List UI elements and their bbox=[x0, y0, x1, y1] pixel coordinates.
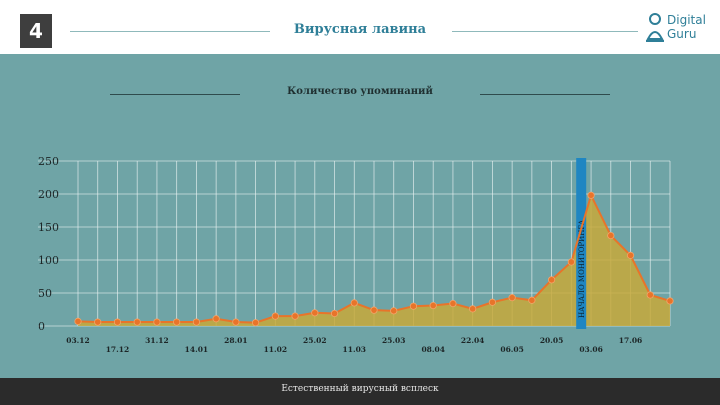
x-tick-label: 14.01 bbox=[185, 345, 209, 354]
data-point bbox=[153, 318, 161, 326]
monitoring-start-label: НАЧАЛО МОНИТОРИНГА bbox=[578, 219, 586, 318]
data-point bbox=[311, 309, 319, 317]
slide-header: 4 Вирусная лавина Digital Guru bbox=[0, 0, 720, 54]
x-tick-label: 17.06 bbox=[619, 336, 643, 345]
y-tick-label: 250 bbox=[38, 155, 59, 168]
slide-number: 4 bbox=[20, 14, 52, 48]
slide-footer: Естественный вирусный всплеск bbox=[0, 378, 720, 405]
subtitle-divider-left bbox=[110, 94, 270, 95]
data-point bbox=[547, 276, 556, 284]
y-tick-label: 0 bbox=[38, 320, 45, 333]
data-point bbox=[350, 299, 358, 307]
data-point bbox=[74, 317, 82, 325]
y-tick-label: 50 bbox=[38, 287, 52, 300]
x-tick-label: 25.03 bbox=[382, 336, 406, 345]
chart-board: Количество упоминаний 0 50 100 150 200 250 НАЧ… bbox=[0, 54, 720, 378]
chart-title: Количество упоминаний bbox=[240, 86, 480, 97]
header-divider-right bbox=[452, 31, 638, 32]
x-tick-label: 17.12 bbox=[106, 345, 130, 354]
data-point bbox=[113, 318, 122, 326]
guru-figure-icon bbox=[646, 13, 664, 42]
data-point bbox=[252, 319, 260, 327]
data-point bbox=[390, 307, 398, 315]
data-point bbox=[232, 318, 240, 326]
data-point bbox=[666, 297, 674, 305]
area-fill bbox=[78, 195, 670, 326]
x-tick-label: 08.04 bbox=[421, 345, 445, 354]
data-point bbox=[370, 306, 378, 314]
data-point bbox=[409, 302, 418, 310]
x-tick-label: 06.05 bbox=[500, 345, 524, 354]
logo-text: Digital Guru bbox=[667, 13, 706, 41]
slide-title: Вирусная лавина bbox=[293, 22, 427, 37]
logo-line-2: Guru bbox=[667, 27, 697, 41]
digital-guru-logo: Digital Guru bbox=[645, 13, 720, 49]
footer-caption: Естественный вирусный всплеск bbox=[281, 384, 439, 394]
x-tick-label: 25.02 bbox=[303, 336, 327, 345]
data-point bbox=[449, 299, 457, 308]
data-point bbox=[330, 309, 339, 318]
data-point bbox=[607, 231, 615, 240]
x-tick-label: 31.12 bbox=[145, 336, 169, 345]
x-tick-label: 22.04 bbox=[461, 336, 485, 345]
x-tick-label: 03.12 bbox=[66, 336, 90, 345]
data-point bbox=[469, 305, 477, 313]
x-tick-label: 11.02 bbox=[264, 345, 288, 354]
data-point bbox=[508, 294, 516, 302]
data-point bbox=[291, 312, 299, 320]
data-point bbox=[94, 318, 102, 326]
data-point bbox=[587, 191, 595, 199]
x-tick-label: 28.01 bbox=[224, 336, 248, 345]
x-tick-label: 11.03 bbox=[343, 345, 367, 354]
data-point bbox=[646, 291, 654, 299]
x-tick-label: 20.05 bbox=[540, 336, 564, 345]
y-tick-label: 200 bbox=[38, 188, 59, 201]
data-point bbox=[271, 312, 279, 320]
subtitle-divider-right bbox=[450, 94, 610, 95]
data-point bbox=[528, 296, 536, 304]
data-point bbox=[173, 318, 181, 326]
logo-line-1: Digital bbox=[667, 13, 706, 27]
data-point bbox=[212, 315, 220, 323]
y-tick-label: 150 bbox=[38, 221, 59, 234]
monitoring-start-band bbox=[576, 158, 587, 329]
data-point bbox=[133, 318, 141, 326]
data-point bbox=[626, 251, 635, 259]
data-point bbox=[429, 301, 437, 310]
mentions-chart: 0 50 100 150 200 250 НАЧАЛО МОНИТОРИНГА 03.12 17… bbox=[38, 155, 674, 354]
data-point bbox=[192, 318, 200, 326]
x-tick-label: 03.06 bbox=[579, 345, 603, 354]
data-point bbox=[488, 298, 496, 306]
data-point bbox=[567, 258, 575, 266]
y-tick-label: 100 bbox=[38, 254, 59, 267]
header-divider-left bbox=[70, 31, 270, 32]
